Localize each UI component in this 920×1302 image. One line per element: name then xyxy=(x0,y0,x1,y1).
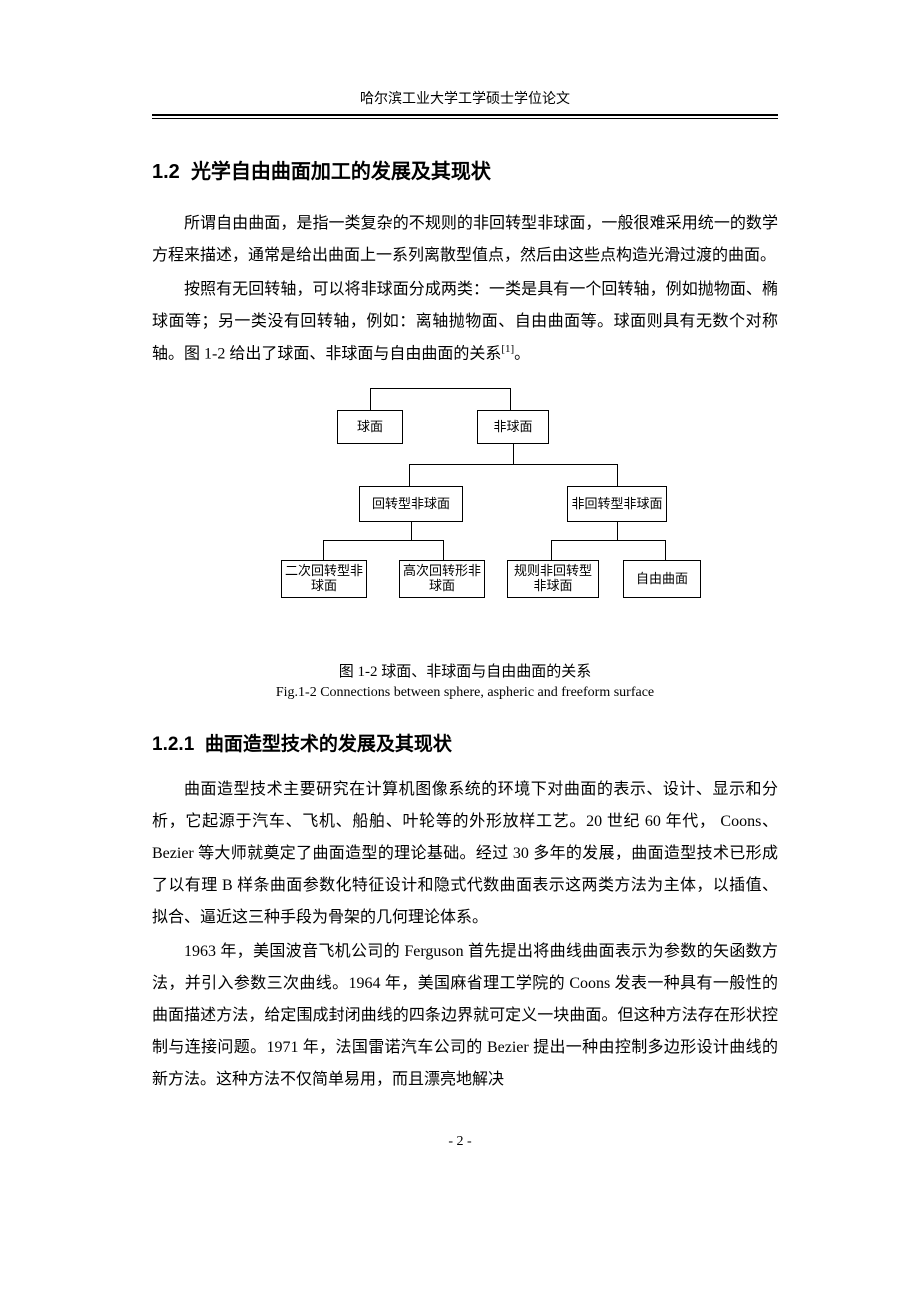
paragraph-3: 曲面造型技术主要研究在计算机图像系统的环境下对曲面的表示、设计、显示和分析，它起… xyxy=(152,774,778,934)
citation-ref: [1] xyxy=(501,343,514,355)
node-high-rot: 高次回转形非球面 xyxy=(399,560,485,598)
figure-caption-cn: 图 1-2 球面、非球面与自由曲面的关系 xyxy=(152,660,778,681)
node-asphere: 非球面 xyxy=(477,410,549,444)
tree-diagram: 球面 非球面 回转型非球面 非回转型非球面 二次回转型非球面 高次回转形非球面 xyxy=(255,388,675,636)
section-number: 1.2 xyxy=(152,161,180,183)
node-nonrot-asphere: 非回转型非球面 xyxy=(567,486,667,522)
running-header: 哈尔滨工业大学工学硕士学位论文 xyxy=(152,88,778,114)
paragraph-2: 按照有无回转轴，可以将非球面分成两类：一类是具有一个回转轴，例如抛物面、椭球面等… xyxy=(152,274,778,370)
section-heading: 1.2 光学自由曲面加工的发展及其现状 xyxy=(152,155,778,184)
para2-tail: 。 xyxy=(514,345,530,362)
header-rule-thick xyxy=(152,114,778,116)
header-rule-thin xyxy=(152,118,778,119)
subsection-title: 曲面造型技术的发展及其现状 xyxy=(205,734,452,755)
page-number: - 2 - xyxy=(0,1134,920,1150)
node-sphere: 球面 xyxy=(337,410,403,444)
figure-1-2: 球面 非球面 回转型非球面 非回转型非球面 二次回转型非球面 高次回转形非球面 xyxy=(152,388,778,636)
node-quad-rot: 二次回转型非球面 xyxy=(281,560,367,598)
subsection-number: 1.2.1 xyxy=(152,734,194,755)
subsection-heading: 1.2.1 曲面造型技术的发展及其现状 xyxy=(152,729,778,756)
figure-caption-en: Fig.1-2 Connections between sphere, asph… xyxy=(152,685,778,701)
node-rot-asphere: 回转型非球面 xyxy=(359,486,463,522)
paragraph-4: 1963 年，美国波音飞机公司的 Ferguson 首先提出将曲线曲面表示为参数… xyxy=(152,936,778,1096)
node-reg-nonrot: 规则非回转型非球面 xyxy=(507,560,599,598)
para2-text: 按照有无回转轴，可以将非球面分成两类：一类是具有一个回转轴，例如抛物面、椭球面等… xyxy=(152,281,778,362)
section-title: 光学自由曲面加工的发展及其现状 xyxy=(191,161,491,183)
paragraph-1: 所谓自由曲面，是指一类复杂的不规则的非回转型非球面，一般很难采用统一的数学方程来… xyxy=(152,208,778,272)
node-freeform: 自由曲面 xyxy=(623,560,701,598)
